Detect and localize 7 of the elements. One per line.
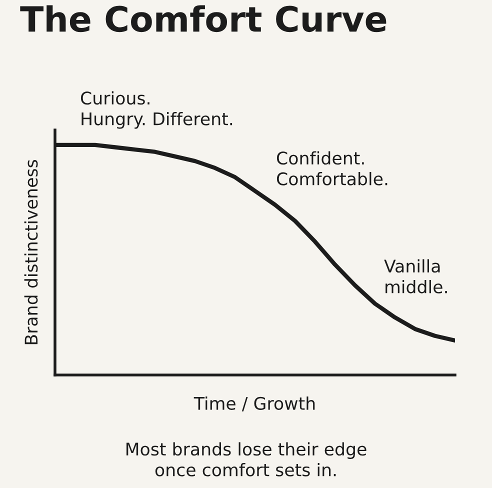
y-axis-title: Brand distinctiveness [24, 160, 38, 344]
chart-title: The Comfort Curve [20, 5, 386, 32]
x-axis-title: Time / Growth [194, 396, 315, 412]
annotation: Confident. Comfortable. [276, 151, 388, 186]
text: Most brands lose their edge once comfort sets in. [126, 442, 366, 476]
annotation: Vanilla middle. [384, 259, 447, 294]
text: Curious. Hungry. Different. [80, 91, 232, 129]
